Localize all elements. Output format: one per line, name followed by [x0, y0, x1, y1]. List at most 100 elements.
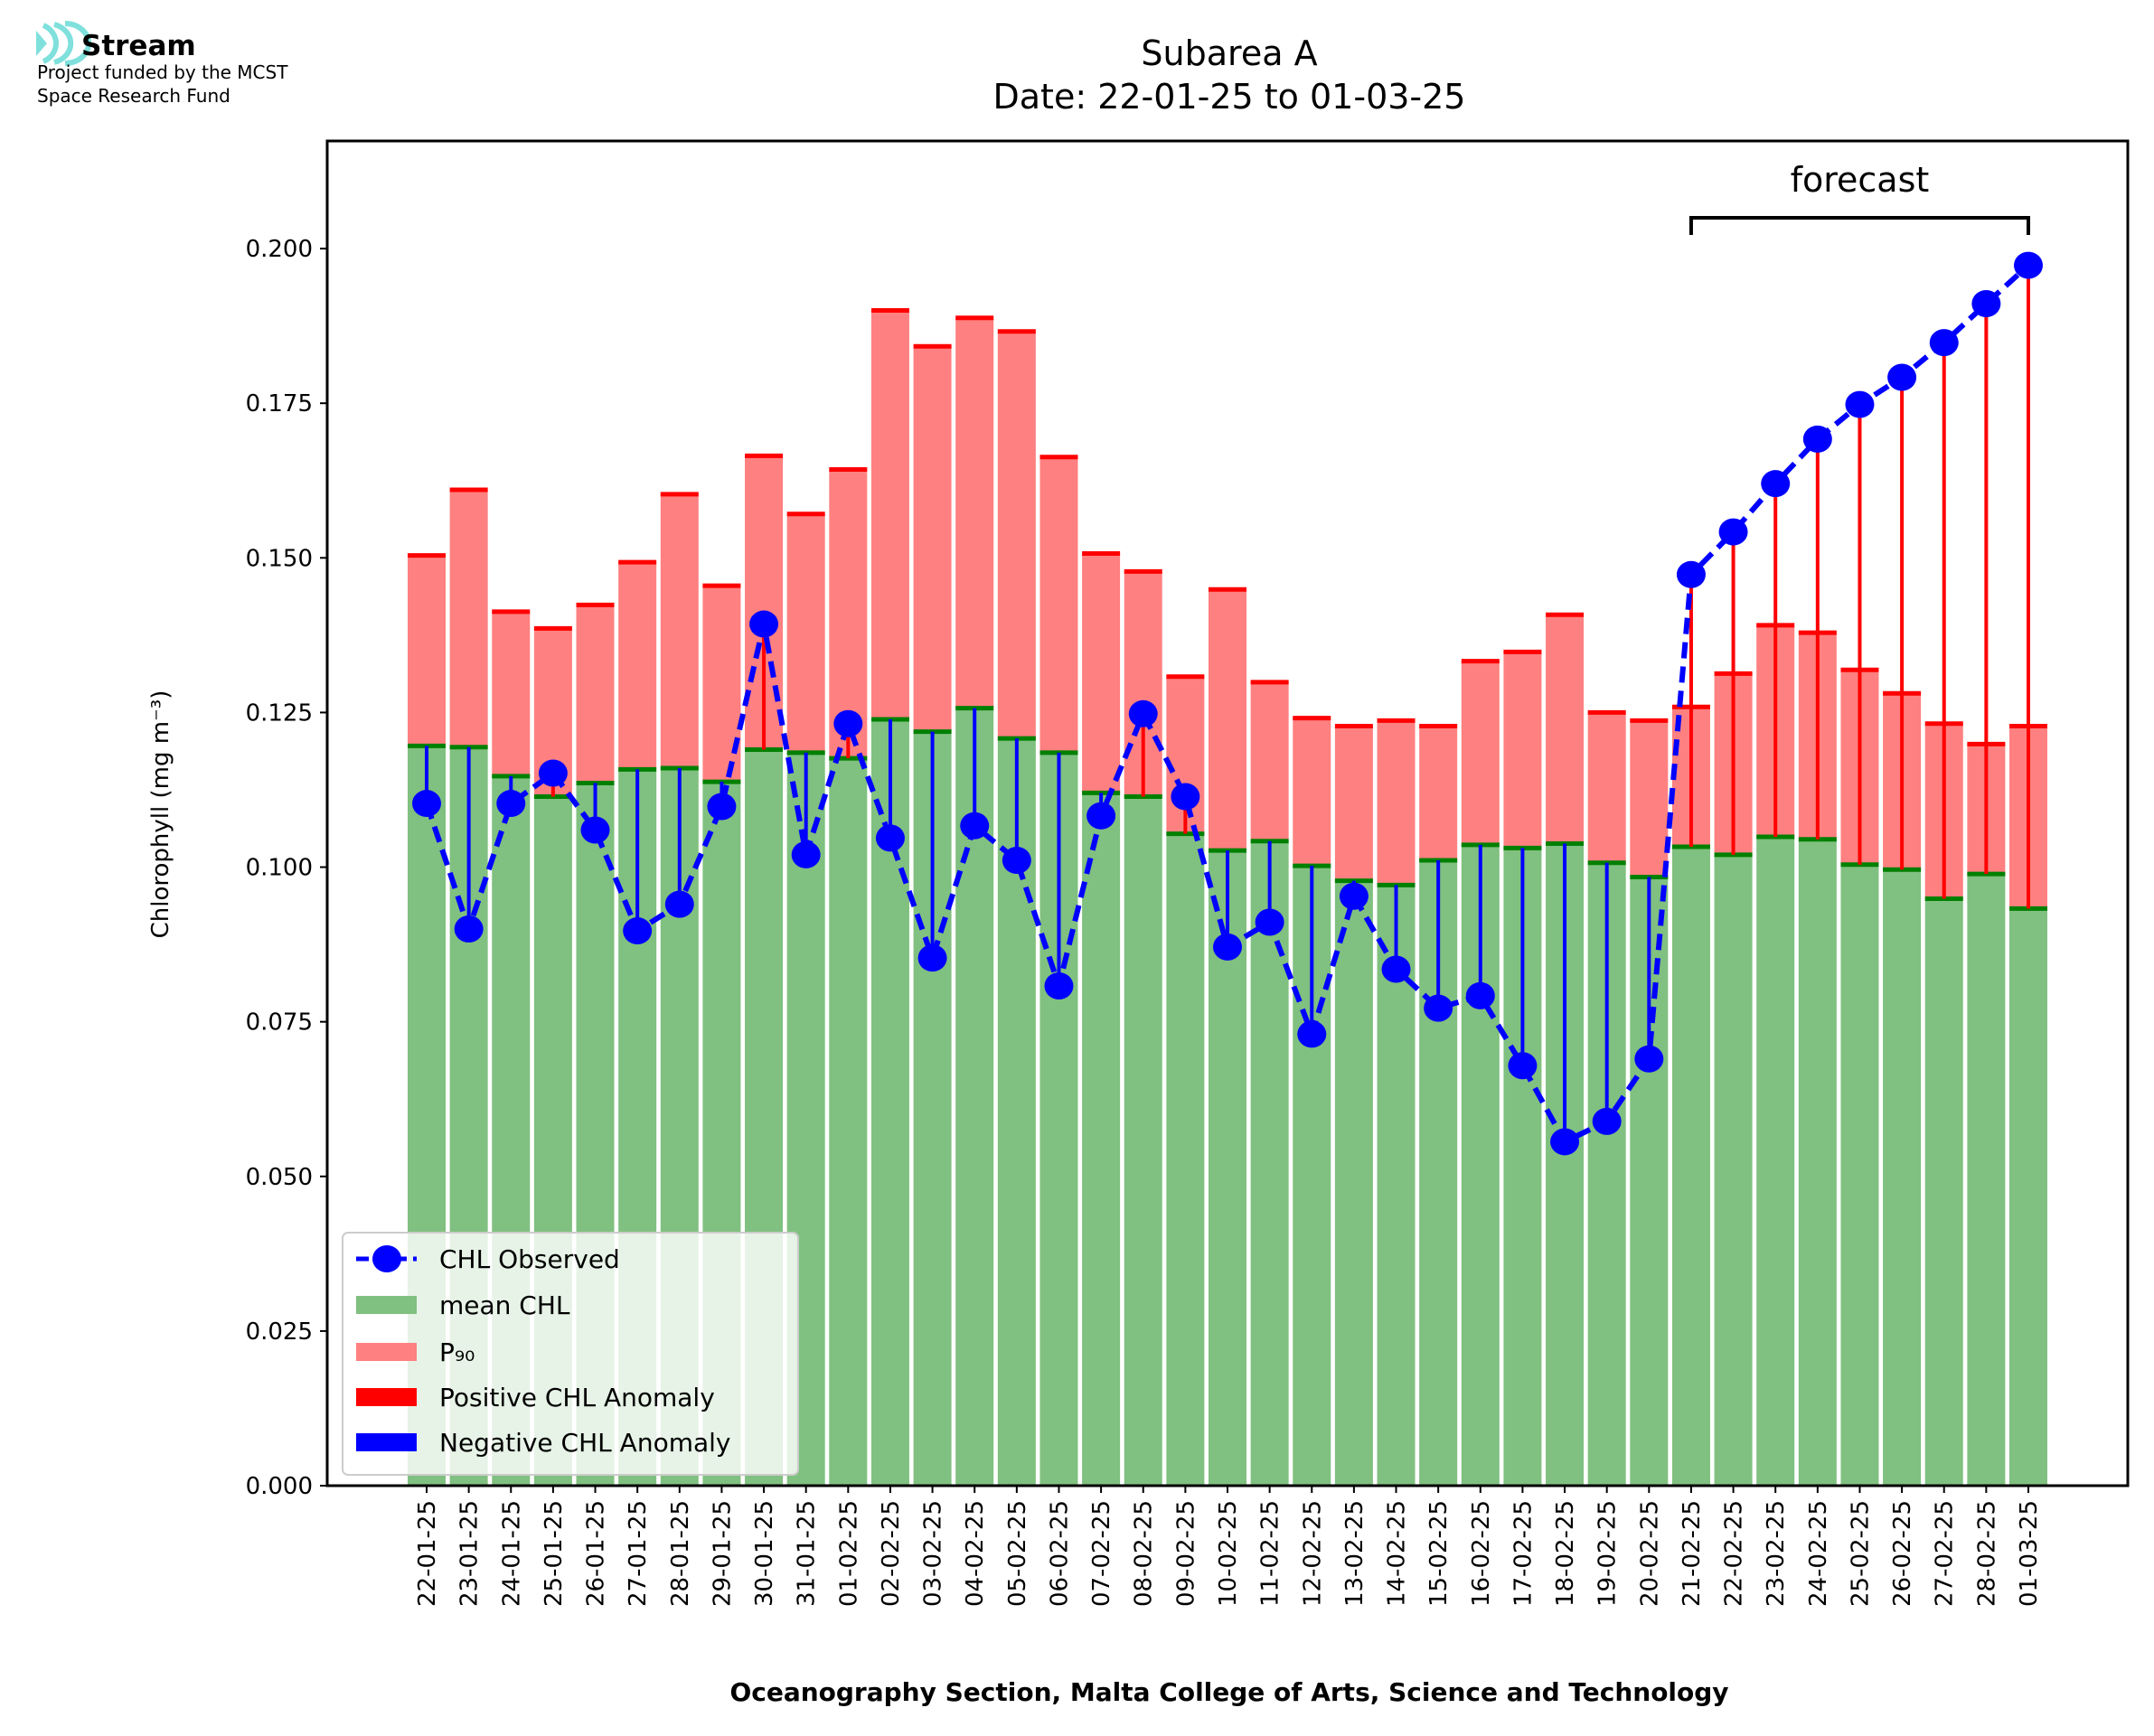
- p90-bar: [1630, 720, 1669, 877]
- mean-bar: [829, 758, 868, 1486]
- mean-bar: [1082, 793, 1121, 1486]
- p90-bar: [1293, 718, 1331, 867]
- p90-bar: [786, 513, 825, 753]
- x-tick-label: 01-02-25: [835, 1500, 862, 1607]
- p90-bar: [1039, 456, 1078, 753]
- x-tick-label: 01-03-25: [2016, 1500, 2043, 1607]
- observed-point: [707, 793, 737, 821]
- observed-point: [454, 915, 484, 943]
- x-tick-label: 27-02-25: [1932, 1500, 1959, 1607]
- legend-label: CHL Observed: [439, 1244, 620, 1274]
- forecast-label: forecast: [1791, 160, 1930, 200]
- observed-point: [1676, 560, 1706, 588]
- p90-bar: [1209, 589, 1246, 851]
- observed-point: [1971, 290, 2001, 318]
- observed-point: [960, 812, 990, 840]
- observed-point: [580, 816, 610, 844]
- observed-point: [1929, 329, 1959, 357]
- stream-logo-icon: [36, 21, 91, 66]
- p90-bar: [1503, 652, 1542, 849]
- observed-point: [1044, 971, 1074, 999]
- p90-bar: [1377, 720, 1416, 886]
- y-tick-label: 0.075: [246, 1009, 313, 1037]
- y-tick-label: 0.125: [246, 699, 313, 727]
- observed-point: [1761, 470, 1791, 498]
- mean-bar: [1883, 869, 1922, 1486]
- observed-point: [1845, 390, 1875, 418]
- x-tick-label: 30-01-25: [751, 1500, 778, 1607]
- p90-bar: [1419, 726, 1458, 861]
- x-tick-label: 22-02-25: [1721, 1500, 1748, 1607]
- p90-bar: [660, 493, 699, 769]
- legend-label: Positive CHL Anomaly: [439, 1383, 715, 1412]
- x-tick-label: 26-02-25: [1889, 1500, 1916, 1607]
- mean-bar: [1840, 864, 1879, 1486]
- observed-point: [1086, 802, 1116, 830]
- legend-label: mean CHL: [439, 1290, 570, 1320]
- forecast-annotation: forecast: [1688, 160, 2030, 235]
- x-tick-label: 13-02-25: [1341, 1500, 1369, 1607]
- x-tick-label: 25-02-25: [1847, 1500, 1874, 1607]
- observed-point: [1550, 1128, 1580, 1156]
- x-tick-label: 24-01-25: [498, 1500, 525, 1607]
- observed-point: [1465, 981, 1495, 1009]
- legend-item-mean: mean CHL: [356, 1290, 570, 1320]
- legend-box: [342, 1232, 799, 1476]
- x-tick-label: 25-01-25: [541, 1500, 568, 1607]
- observed-point: [1592, 1107, 1622, 1135]
- legend-item-p90: P₉₀: [356, 1337, 475, 1367]
- x-tick-label: 20-02-25: [1636, 1500, 1663, 1607]
- mean-bar: [1377, 885, 1416, 1486]
- mean-bar: [1250, 840, 1289, 1486]
- p90-bar: [955, 317, 994, 708]
- mean-bar: [1334, 880, 1373, 1486]
- stream-logo: Stream Project funded by the MCST Space …: [36, 21, 288, 107]
- observed-point: [1213, 933, 1242, 961]
- mean-bar: [1798, 839, 1837, 1486]
- x-tick-label: 11-02-25: [1257, 1500, 1284, 1607]
- observed-point: [1171, 783, 1200, 811]
- logo-line1: Project funded by the MCST: [37, 61, 288, 83]
- x-tick-label: 12-02-25: [1299, 1500, 1326, 1607]
- axes-layer: 0.000 0.025 0.050 0.075 0.100 0.125 0.150 0.175…: [246, 139, 2130, 1607]
- observed-point: [1424, 994, 1453, 1022]
- mean-bar: [1166, 833, 1205, 1486]
- p90-bar: [913, 346, 952, 732]
- x-tick-label: 21-02-25: [1679, 1500, 1706, 1607]
- p90-bar: [1461, 661, 1500, 845]
- observed-point: [833, 709, 863, 737]
- observed-point: [1887, 363, 1917, 391]
- p90-bar: [576, 605, 615, 784]
- observed-point: [1508, 1052, 1538, 1080]
- x-axis-label: Oceanography Section, Malta College of A…: [729, 1677, 1728, 1707]
- legend-item-negative-anomaly: Negative CHL Anomaly: [356, 1428, 730, 1458]
- mean-bar: [1756, 837, 1795, 1486]
- legend-item-positive-anomaly: Positive CHL Anomaly: [356, 1383, 715, 1412]
- observed-point: [875, 824, 905, 852]
- observed-point: [1128, 699, 1158, 727]
- chart-title: Subarea A: [1141, 33, 1317, 73]
- y-tick-label: 0.000: [246, 1473, 313, 1500]
- mean-bar: [1924, 898, 1963, 1486]
- x-tick-label: 18-02-25: [1552, 1500, 1579, 1607]
- observed-point: [1802, 425, 1832, 453]
- x-tick-label: 19-02-25: [1594, 1500, 1622, 1607]
- p90-bar: [449, 490, 488, 747]
- legend-label: Negative CHL Anomaly: [439, 1428, 730, 1458]
- y-tick-label: 0.175: [246, 390, 313, 418]
- p90-bar: [492, 611, 531, 776]
- x-tick-label: 10-02-25: [1215, 1500, 1242, 1607]
- p90-bar: [618, 562, 657, 770]
- x-tick-label: 26-01-25: [583, 1500, 610, 1607]
- x-tick-label: 02-02-25: [878, 1500, 905, 1607]
- x-tick-label: 04-02-25: [962, 1500, 989, 1607]
- y-tick-label: 0.100: [246, 855, 313, 882]
- legend: CHL Observed mean CHL P₉₀ Positive CHL A…: [342, 1232, 799, 1476]
- mean-bar: [1124, 796, 1162, 1486]
- legend-item-observed: CHL Observed: [356, 1244, 620, 1274]
- p90-bar: [997, 331, 1036, 739]
- p90-bar: [1587, 712, 1626, 863]
- x-tick-label: 09-02-25: [1172, 1500, 1199, 1607]
- x-tick-label: 23-01-25: [456, 1500, 484, 1607]
